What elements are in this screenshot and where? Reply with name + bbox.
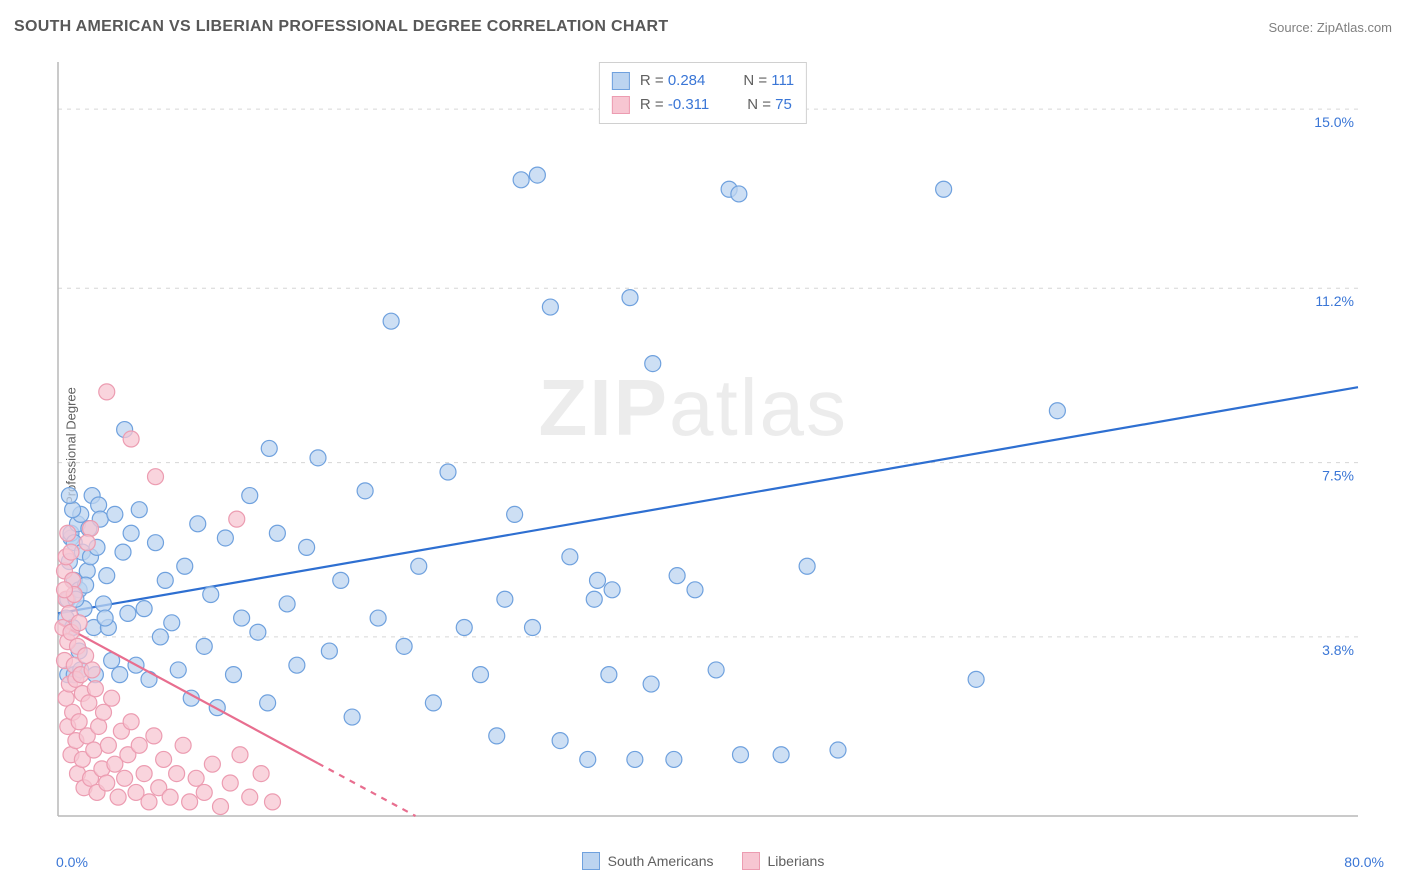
svg-text:3.8%: 3.8%	[1322, 642, 1354, 658]
svg-text:7.5%: 7.5%	[1322, 468, 1354, 484]
legend-row: R = 0.284N = 111	[612, 69, 794, 93]
svg-text:11.2%: 11.2%	[1315, 293, 1354, 309]
legend-item: South Americans	[582, 852, 714, 870]
plot-area: 3.8%7.5%11.2%15.0% ZIPatlas	[52, 56, 1388, 822]
x-axis-min-label: 0.0%	[56, 854, 88, 870]
scatter-plot-svg: 3.8% 7.5% 11.2% 15.0%	[52, 56, 1388, 822]
chart-title: SOUTH AMERICAN VS LIBERIAN PROFESSIONAL …	[14, 18, 669, 36]
legend-item: Liberians	[742, 852, 825, 870]
source-label: Source: ZipAtlas.com	[1268, 20, 1392, 35]
legend-row: R = -0.311N = 75	[612, 93, 794, 117]
x-axis-max-label: 80.0%	[1344, 854, 1384, 870]
svg-text:15.0%: 15.0%	[1314, 114, 1354, 130]
series-legend: South Americans Liberians	[0, 852, 1406, 870]
correlation-legend: R = 0.284N = 111R = -0.311N = 75	[599, 62, 807, 124]
